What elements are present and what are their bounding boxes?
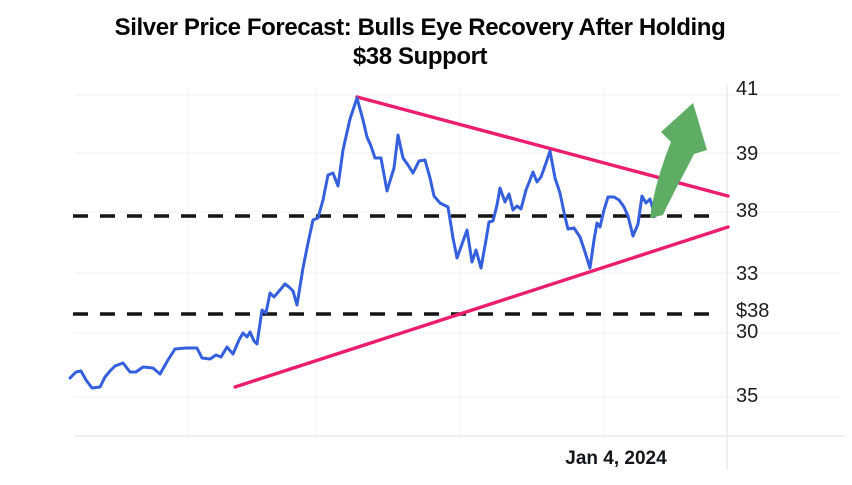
x-axis-date-label: Jan 4, 2024: [565, 448, 667, 469]
bullish-breakout-arrow-icon: [650, 103, 707, 218]
chart-title: Silver Price Forecast: Bulls Eye Recover…: [0, 13, 840, 71]
chart-title-line2: $38 Support: [352, 43, 488, 70]
triangle-support-line: [233, 225, 730, 389]
chart-title-line1: Silver Price Forecast: Bulls Eye Recover…: [114, 14, 726, 41]
price-line: [68, 96, 657, 390]
